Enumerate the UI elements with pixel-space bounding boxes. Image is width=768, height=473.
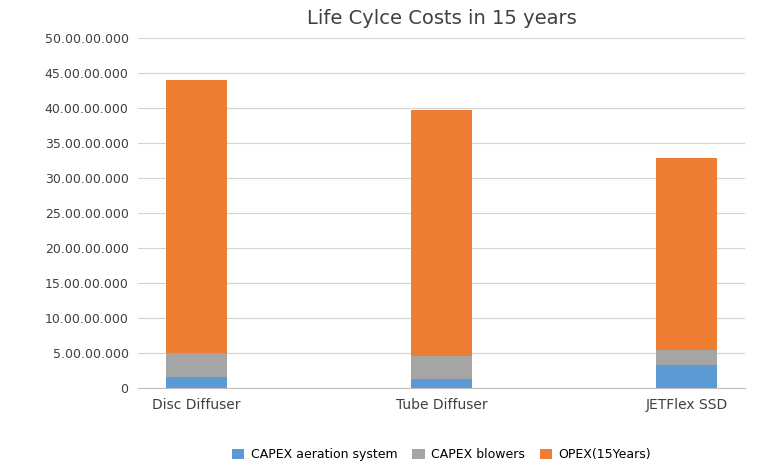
Bar — [411, 379, 472, 388]
Bar — [166, 377, 227, 388]
Bar — [166, 80, 227, 353]
Bar — [411, 110, 472, 356]
Bar — [656, 366, 717, 388]
Bar — [656, 158, 717, 350]
Bar — [656, 350, 717, 366]
Bar — [166, 353, 227, 377]
Legend: CAPEX aeration system, CAPEX blowers, OPEX(15Years): CAPEX aeration system, CAPEX blowers, OP… — [227, 443, 657, 466]
Title: Life Cylce Costs in 15 years: Life Cylce Costs in 15 years — [306, 9, 577, 28]
Bar — [411, 356, 472, 379]
